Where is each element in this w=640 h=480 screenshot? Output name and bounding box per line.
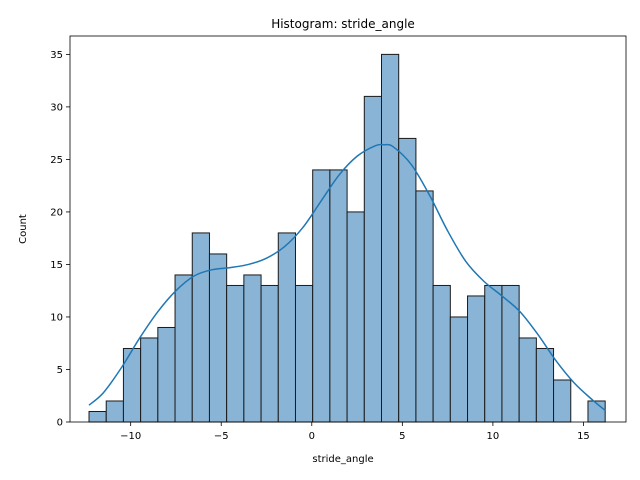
histogram-bar <box>518 337 537 423</box>
y-tick-label: 25 <box>50 155 63 166</box>
x-tick-label: 5 <box>399 431 405 442</box>
histogram-bar <box>449 316 469 423</box>
histogram-bar <box>226 284 245 423</box>
histogram-bar <box>174 274 193 423</box>
y-tick-label: 35 <box>50 50 63 61</box>
x-axis-label: stride_angle <box>312 454 373 465</box>
histogram-bar <box>501 284 520 423</box>
histogram-bar <box>467 295 486 423</box>
y-tick-label: 5 <box>57 365 63 376</box>
plot-frame <box>69 35 627 423</box>
histogram-bar <box>484 284 503 423</box>
histogram-bar <box>243 274 262 423</box>
x-tick-label: 10 <box>487 431 500 442</box>
histogram-bar <box>191 232 210 423</box>
histogram-bar <box>140 337 159 423</box>
histogram-bar <box>277 232 296 423</box>
x-tick-label: −10 <box>120 431 141 442</box>
y-axis-label: Count <box>18 214 29 244</box>
x-axis-ticks: −10 −5 0 5 10 15 <box>120 422 590 442</box>
y-tick-label: 20 <box>50 207 63 218</box>
histogram-bar <box>398 137 417 423</box>
histogram-bar <box>88 411 107 423</box>
x-tick-label: 0 <box>309 431 315 442</box>
y-axis-ticks: 0 5 10 15 20 25 30 35 <box>50 50 70 429</box>
histogram-bar <box>329 169 348 423</box>
histogram-bar <box>312 169 331 423</box>
histogram-bar <box>346 211 365 423</box>
x-tick-label: 15 <box>577 431 590 442</box>
histogram-bar <box>208 253 228 423</box>
histogram-bar <box>553 379 572 423</box>
y-tick-label: 15 <box>50 260 63 271</box>
histogram-bar <box>157 326 176 423</box>
histogram-bar <box>260 284 279 423</box>
x-tick-label: −5 <box>214 431 229 442</box>
histogram-bars <box>88 53 606 423</box>
y-tick-label: 0 <box>57 418 63 429</box>
histogram-bar <box>381 53 400 423</box>
chart-title: Histogram: stride_angle <box>271 17 415 31</box>
histogram-bar <box>294 284 314 423</box>
y-tick-label: 10 <box>50 312 63 323</box>
y-tick-label: 30 <box>50 102 63 113</box>
histogram-bar <box>535 347 555 423</box>
histogram-bar <box>415 190 434 423</box>
histogram-bar <box>105 400 124 423</box>
kde-curve <box>88 143 606 412</box>
histogram-bar <box>432 284 451 423</box>
